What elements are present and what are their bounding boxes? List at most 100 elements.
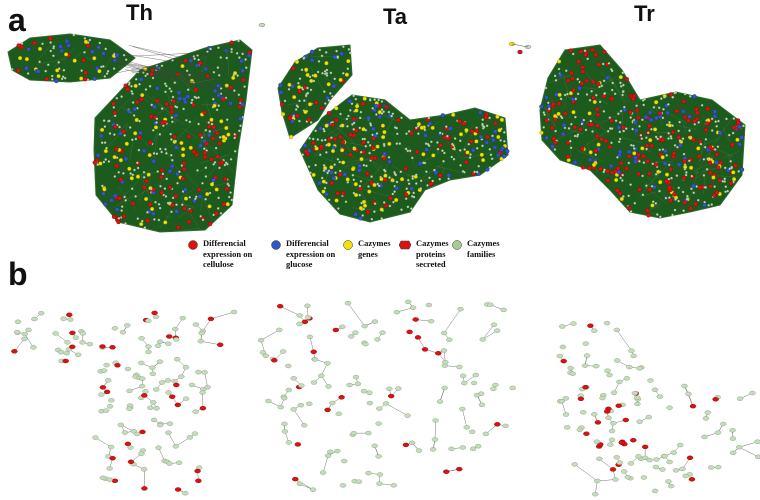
cellulose-node	[596, 81, 601, 86]
cazyme-gene-node	[112, 155, 117, 160]
edge	[327, 119, 352, 136]
family-node	[477, 164, 480, 168]
family-node	[104, 158, 107, 161]
family-node	[325, 72, 329, 75]
family-node	[377, 184, 381, 188]
family-node	[646, 457, 653, 463]
cellulose-node	[81, 58, 86, 63]
family-node	[430, 140, 433, 144]
cazyme-gene-node	[358, 206, 363, 211]
family-node	[203, 147, 206, 150]
cazyme-gene-node	[292, 95, 297, 100]
cellulose-node	[237, 104, 242, 109]
family-node	[705, 168, 709, 171]
family-node	[617, 112, 620, 115]
cellulose-node	[384, 104, 389, 109]
glucose-node	[702, 203, 707, 208]
cazyme-gene-node	[326, 82, 331, 87]
family-node	[500, 307, 507, 313]
family-node	[217, 196, 220, 200]
glucose-node	[558, 73, 563, 78]
family-node	[359, 110, 363, 114]
family-node	[186, 435, 194, 440]
family-node	[325, 384, 332, 389]
family-node	[482, 125, 486, 129]
family-node	[52, 54, 55, 58]
family-node	[395, 180, 399, 184]
family-node	[52, 45, 56, 48]
cazyme-gene-node	[592, 99, 597, 105]
family-node	[131, 92, 134, 95]
family-node	[120, 95, 123, 98]
family-node	[257, 338, 265, 343]
family-node	[469, 429, 476, 434]
secreted-node	[435, 351, 442, 356]
family-node	[245, 66, 248, 69]
family-node	[678, 139, 682, 142]
cazyme-gene-node	[375, 144, 380, 149]
family-node	[170, 210, 173, 214]
family-node	[235, 52, 239, 55]
family-node	[580, 410, 587, 415]
family-node	[238, 56, 241, 59]
edge	[545, 105, 549, 119]
glucose-node	[176, 90, 182, 95]
cellulose-node	[118, 177, 124, 182]
family-node	[325, 181, 328, 185]
family-node	[112, 67, 116, 70]
family-node	[707, 204, 710, 207]
secreted-node	[271, 358, 278, 363]
family-node	[621, 71, 625, 75]
cellulose-node	[159, 174, 164, 180]
edge	[724, 153, 733, 158]
family-node	[229, 191, 232, 194]
family-node	[344, 200, 348, 204]
cellulose-node	[609, 96, 615, 101]
panel-a-label: a	[8, 2, 26, 38]
family-node	[411, 177, 414, 180]
family-node	[647, 378, 654, 383]
family-node	[51, 78, 54, 81]
family-node	[419, 179, 423, 183]
family-node	[683, 92, 687, 96]
cellulose-node	[595, 123, 600, 128]
cazyme-gene-node	[124, 141, 129, 146]
edge	[408, 146, 414, 166]
family-node	[262, 353, 269, 358]
family-node	[339, 483, 347, 488]
edge	[419, 184, 437, 194]
cellulose-node	[595, 107, 600, 112]
family-node	[613, 92, 617, 96]
glucose-node	[737, 124, 742, 129]
family-node	[375, 421, 382, 426]
species-label-ta: Ta	[383, 4, 408, 29]
family-node	[667, 163, 671, 167]
edge	[195, 78, 215, 84]
family-node	[404, 413, 411, 418]
family-node	[608, 428, 616, 434]
family-node	[542, 111, 546, 114]
family-node	[622, 83, 625, 87]
edge	[434, 420, 436, 440]
family-node	[158, 206, 162, 210]
family-node	[724, 185, 728, 188]
edge	[144, 98, 149, 103]
legend-label-glucose: Differencial expression on glucose	[286, 238, 336, 269]
cazyme-gene-node	[183, 196, 189, 201]
edge	[124, 69, 213, 79]
family-node	[606, 372, 613, 378]
edge	[569, 114, 571, 119]
cazyme-gene-node	[344, 72, 349, 77]
glucose-node	[492, 145, 498, 150]
family-node	[296, 313, 303, 318]
family-node	[163, 82, 167, 85]
secreted-node	[173, 382, 180, 388]
glucose-node	[207, 132, 212, 138]
glucose-node	[505, 149, 510, 154]
family-node	[559, 324, 566, 329]
family-node	[681, 137, 685, 140]
glucose-node	[662, 161, 668, 166]
cazyme-gene-node	[711, 175, 716, 180]
family-node	[661, 453, 668, 459]
glucose-node	[238, 116, 243, 121]
